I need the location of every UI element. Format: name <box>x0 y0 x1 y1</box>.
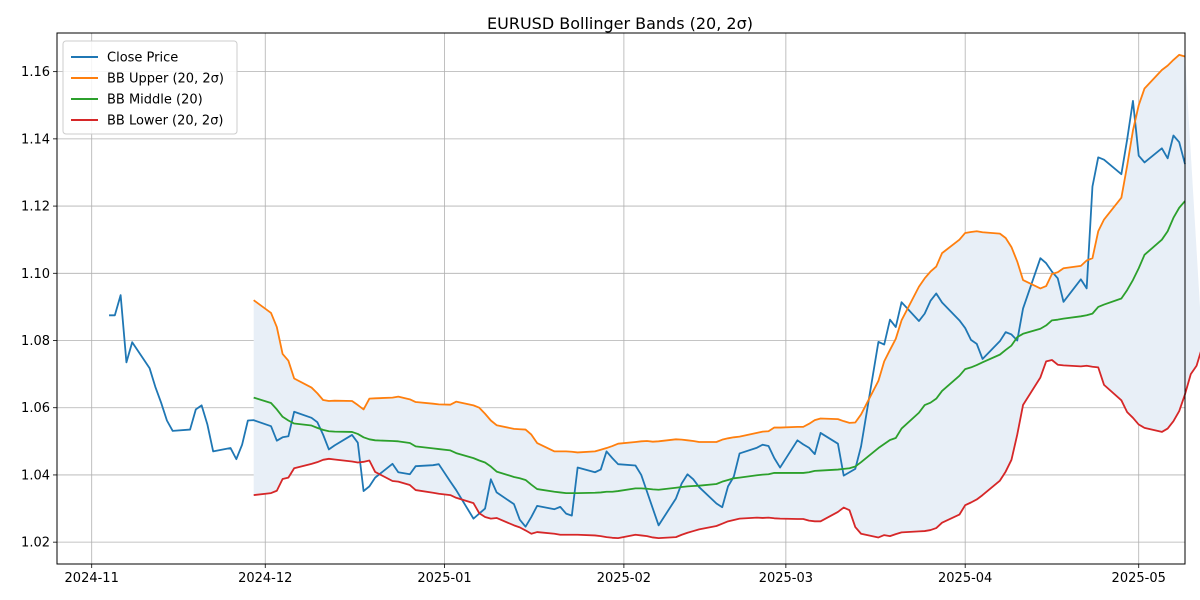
y-axis-ticks: 1.02 1.04 1.06 1.08 1.10 1.12 1.14 1.16 <box>21 65 57 551</box>
y-tick-label: 1.12 <box>21 200 50 215</box>
x-tick-label: 2025-02 <box>597 571 651 586</box>
bb-upper-line <box>253 53 1186 454</box>
x-tick-label: 2025-04 <box>938 571 992 586</box>
legend-label: BB Upper (20, 2σ) <box>107 72 224 87</box>
legend-box <box>62 40 238 135</box>
legend-label: BB Lower (20, 2σ) <box>107 114 224 129</box>
x-axis-ticks: 2024-11 2024-12 2025-01 2025-02 2025-03 2025-… <box>65 564 1166 586</box>
close-price-line <box>109 99 1186 528</box>
y-tick-label: 1.06 <box>21 401 50 416</box>
x-tick-label: 2025-01 <box>417 571 471 586</box>
legend-label: Close Price <box>107 51 178 66</box>
y-tick-label: 1.14 <box>21 132 50 147</box>
y-tick-label: 1.02 <box>21 536 50 551</box>
series-lines <box>109 53 1200 540</box>
x-tick-label: 2025-05 <box>1112 571 1166 586</box>
x-tick-label: 2024-11 <box>65 571 119 586</box>
y-tick-label: 1.16 <box>21 65 50 80</box>
band-fill <box>253 54 1200 539</box>
bollinger-band-area <box>253 54 1200 539</box>
bb-lower-line <box>253 351 1200 540</box>
legend: Close Price BB Upper (20, 2σ) BB Middle (2… <box>62 40 238 135</box>
chart-title: EURUSD Bollinger Bands (20, 2σ) <box>487 14 753 33</box>
y-tick-label: 1.04 <box>21 468 50 483</box>
y-tick-label: 1.10 <box>21 267 50 282</box>
legend-label: BB Middle (20) <box>107 93 203 108</box>
bb-middle-line <box>253 200 1186 494</box>
plot-frame <box>56 32 1186 565</box>
y-tick-label: 1.08 <box>21 334 50 349</box>
x-tick-label: 2024-12 <box>238 571 292 586</box>
x-tick-label: 2025-03 <box>759 571 813 586</box>
